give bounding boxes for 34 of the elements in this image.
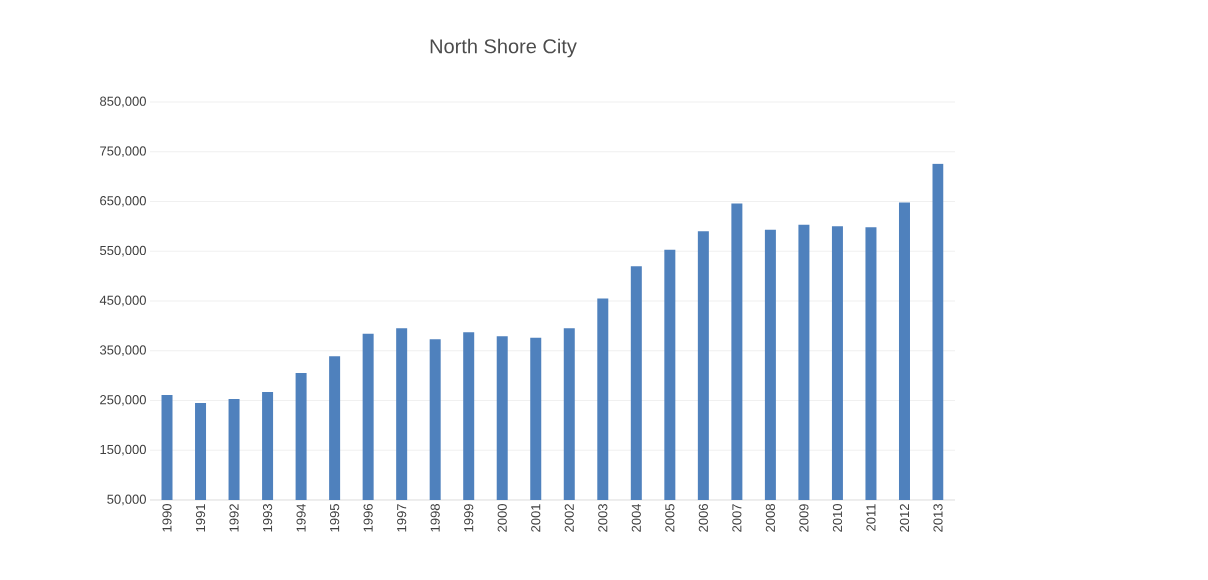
x-tick-label: 1990 [162,504,172,532]
x-tick-label: 2013 [933,504,943,532]
x-tick-label: 1997 [397,504,407,532]
x-tick-label: 2012 [899,504,910,532]
x-tick-label: 2008 [765,504,775,532]
x-tick-label: 2003 [598,504,608,532]
x-tick-label: 2011 [866,504,876,531]
y-tick-label: 450,000 [99,295,146,307]
x-tick-label: 1993 [262,504,273,532]
y-tick-label: 850,000 [100,96,146,108]
y-tick-label: 550,000 [100,245,146,257]
x-tick-label: 1999 [464,504,474,532]
x-tick-label: 2002 [564,504,574,532]
x-tick-label: 2004 [631,503,641,532]
x-tick-label: 2000 [497,504,507,532]
x-tick-label: 1994 [296,503,306,532]
y-tick-label: 150,000 [100,444,146,456]
x-tick-label: 1998 [430,504,440,532]
x-tick-label: 2006 [698,504,708,532]
x-tick-label: 2001 [531,504,541,532]
x-tick-label: 1996 [363,504,373,532]
y-tick-label: 50,000 [107,494,146,506]
x-tick-label: 1992 [229,504,239,532]
x-tick-label: 1991 [195,504,206,532]
y-tick-label: 650,000 [100,196,146,207]
x-tick-label: 2005 [665,504,675,532]
x-tick-label: 2010 [832,504,843,532]
y-tick-label: 250,000 [100,395,146,406]
x-tick-label: 2009 [799,504,809,532]
y-tick-label: 750,000 [100,146,146,158]
y-tick-label: 350,000 [99,345,146,357]
x-tick-label: 2007 [732,504,742,532]
x-tick-label: 1995 [330,504,340,532]
chart-title: North Shore City [430,38,577,58]
